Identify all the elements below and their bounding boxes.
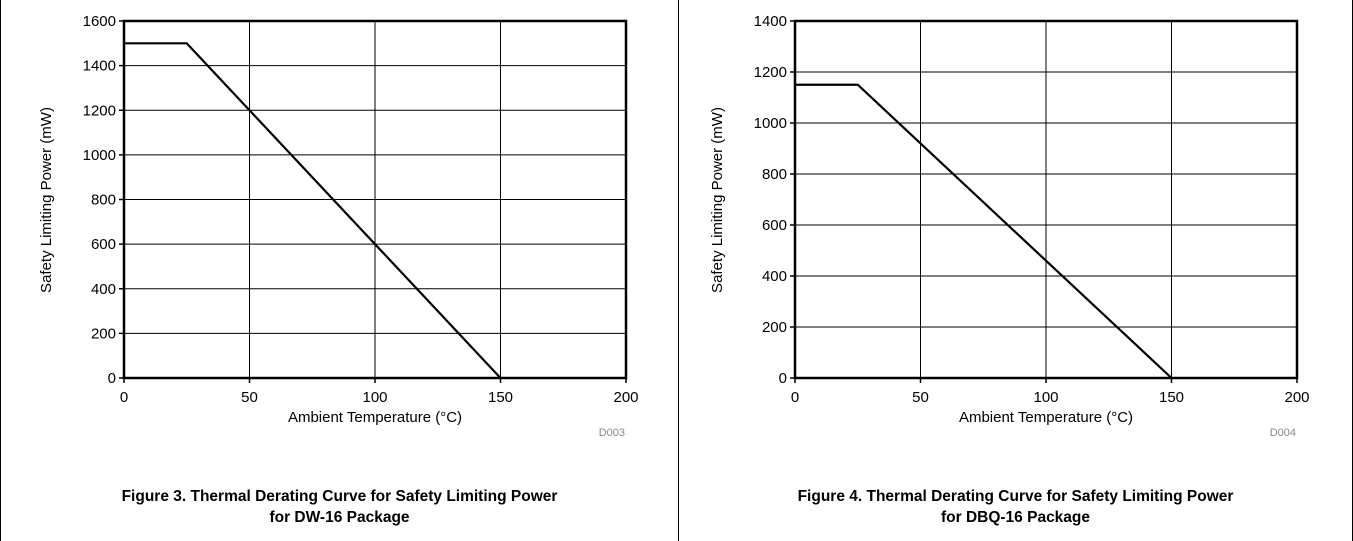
y-tick-label: 1400 [83, 58, 116, 75]
x-tick-label: 100 [362, 389, 387, 406]
caption-line-1: Figure 3. Thermal Derating Curve for Saf… [121, 488, 558, 505]
figure-caption: Figure 4. Thermal Derating Curve for Saf… [679, 486, 1352, 528]
series-line [795, 83, 1173, 379]
y-tick-label: 400 [762, 268, 787, 285]
figure-id-label: D004 [1270, 427, 1296, 439]
x-axis-label: Ambient Temperature (°C) [959, 409, 1133, 426]
x-tick-label: 200 [613, 389, 638, 406]
y-tick-label: 600 [762, 217, 787, 234]
x-tick-label: 0 [120, 389, 128, 406]
x-tick-label: 0 [791, 389, 799, 406]
y-tick-label: 200 [91, 325, 116, 342]
y-tick-label: 0 [779, 370, 787, 387]
caption-line-1: Figure 4. Thermal Derating Curve for Saf… [797, 488, 1234, 505]
y-tick-label: 400 [91, 281, 116, 298]
y-tick-label: 0 [108, 370, 116, 387]
y-tick-label: 1200 [754, 64, 787, 81]
y-tick-label: 1000 [83, 147, 116, 164]
x-tick-label: 50 [912, 389, 929, 406]
y-tick-label: 800 [91, 192, 116, 209]
x-tick-label: 200 [1284, 389, 1309, 406]
y-tick-label: 1000 [754, 115, 787, 132]
plot-frame [122, 19, 628, 380]
x-axis-label: Ambient Temperature (°C) [288, 409, 462, 426]
chart-panel-dbq16: 0 50 100 150 200 0 200 400 600 800 1000 1200 1400 Amb… [679, 0, 1353, 541]
caption-line-2: for DW-16 Package [269, 509, 410, 526]
x-tick-label: 150 [1159, 389, 1184, 406]
y-axis-label: Safety Limiting Power (mW) [709, 107, 726, 293]
series-line [124, 42, 502, 379]
x-tick-label: 50 [241, 389, 258, 406]
caption-line-2: for DBQ-16 Package [940, 509, 1091, 526]
figure-caption: Figure 3. Thermal Derating Curve for Saf… [1, 486, 678, 528]
x-tick-label: 100 [1033, 389, 1058, 406]
y-tick-label: 600 [91, 236, 116, 253]
y-tick-label: 1200 [83, 102, 116, 119]
y-tick-label: 1600 [83, 13, 116, 30]
chart-panel-dw16: 0 50 100 150 200 0 200 400 600 800 1000 1200 1400 160… [0, 0, 679, 541]
figure-id-label: D003 [599, 427, 625, 439]
chart-svg: 0 50 100 150 200 0 200 400 600 800 1000 1200 1400 160… [38, 13, 639, 439]
chart-svg: 0 50 100 150 200 0 200 400 600 800 1000 1200 1400 Amb… [709, 13, 1310, 439]
plot-frame [793, 19, 1299, 380]
y-tick-label: 800 [762, 166, 787, 183]
y-tick-label: 200 [762, 319, 787, 336]
y-tick-label: 1400 [754, 13, 787, 30]
y-axis-label: Safety Limiting Power (mW) [38, 107, 55, 293]
x-tick-label: 150 [488, 389, 513, 406]
